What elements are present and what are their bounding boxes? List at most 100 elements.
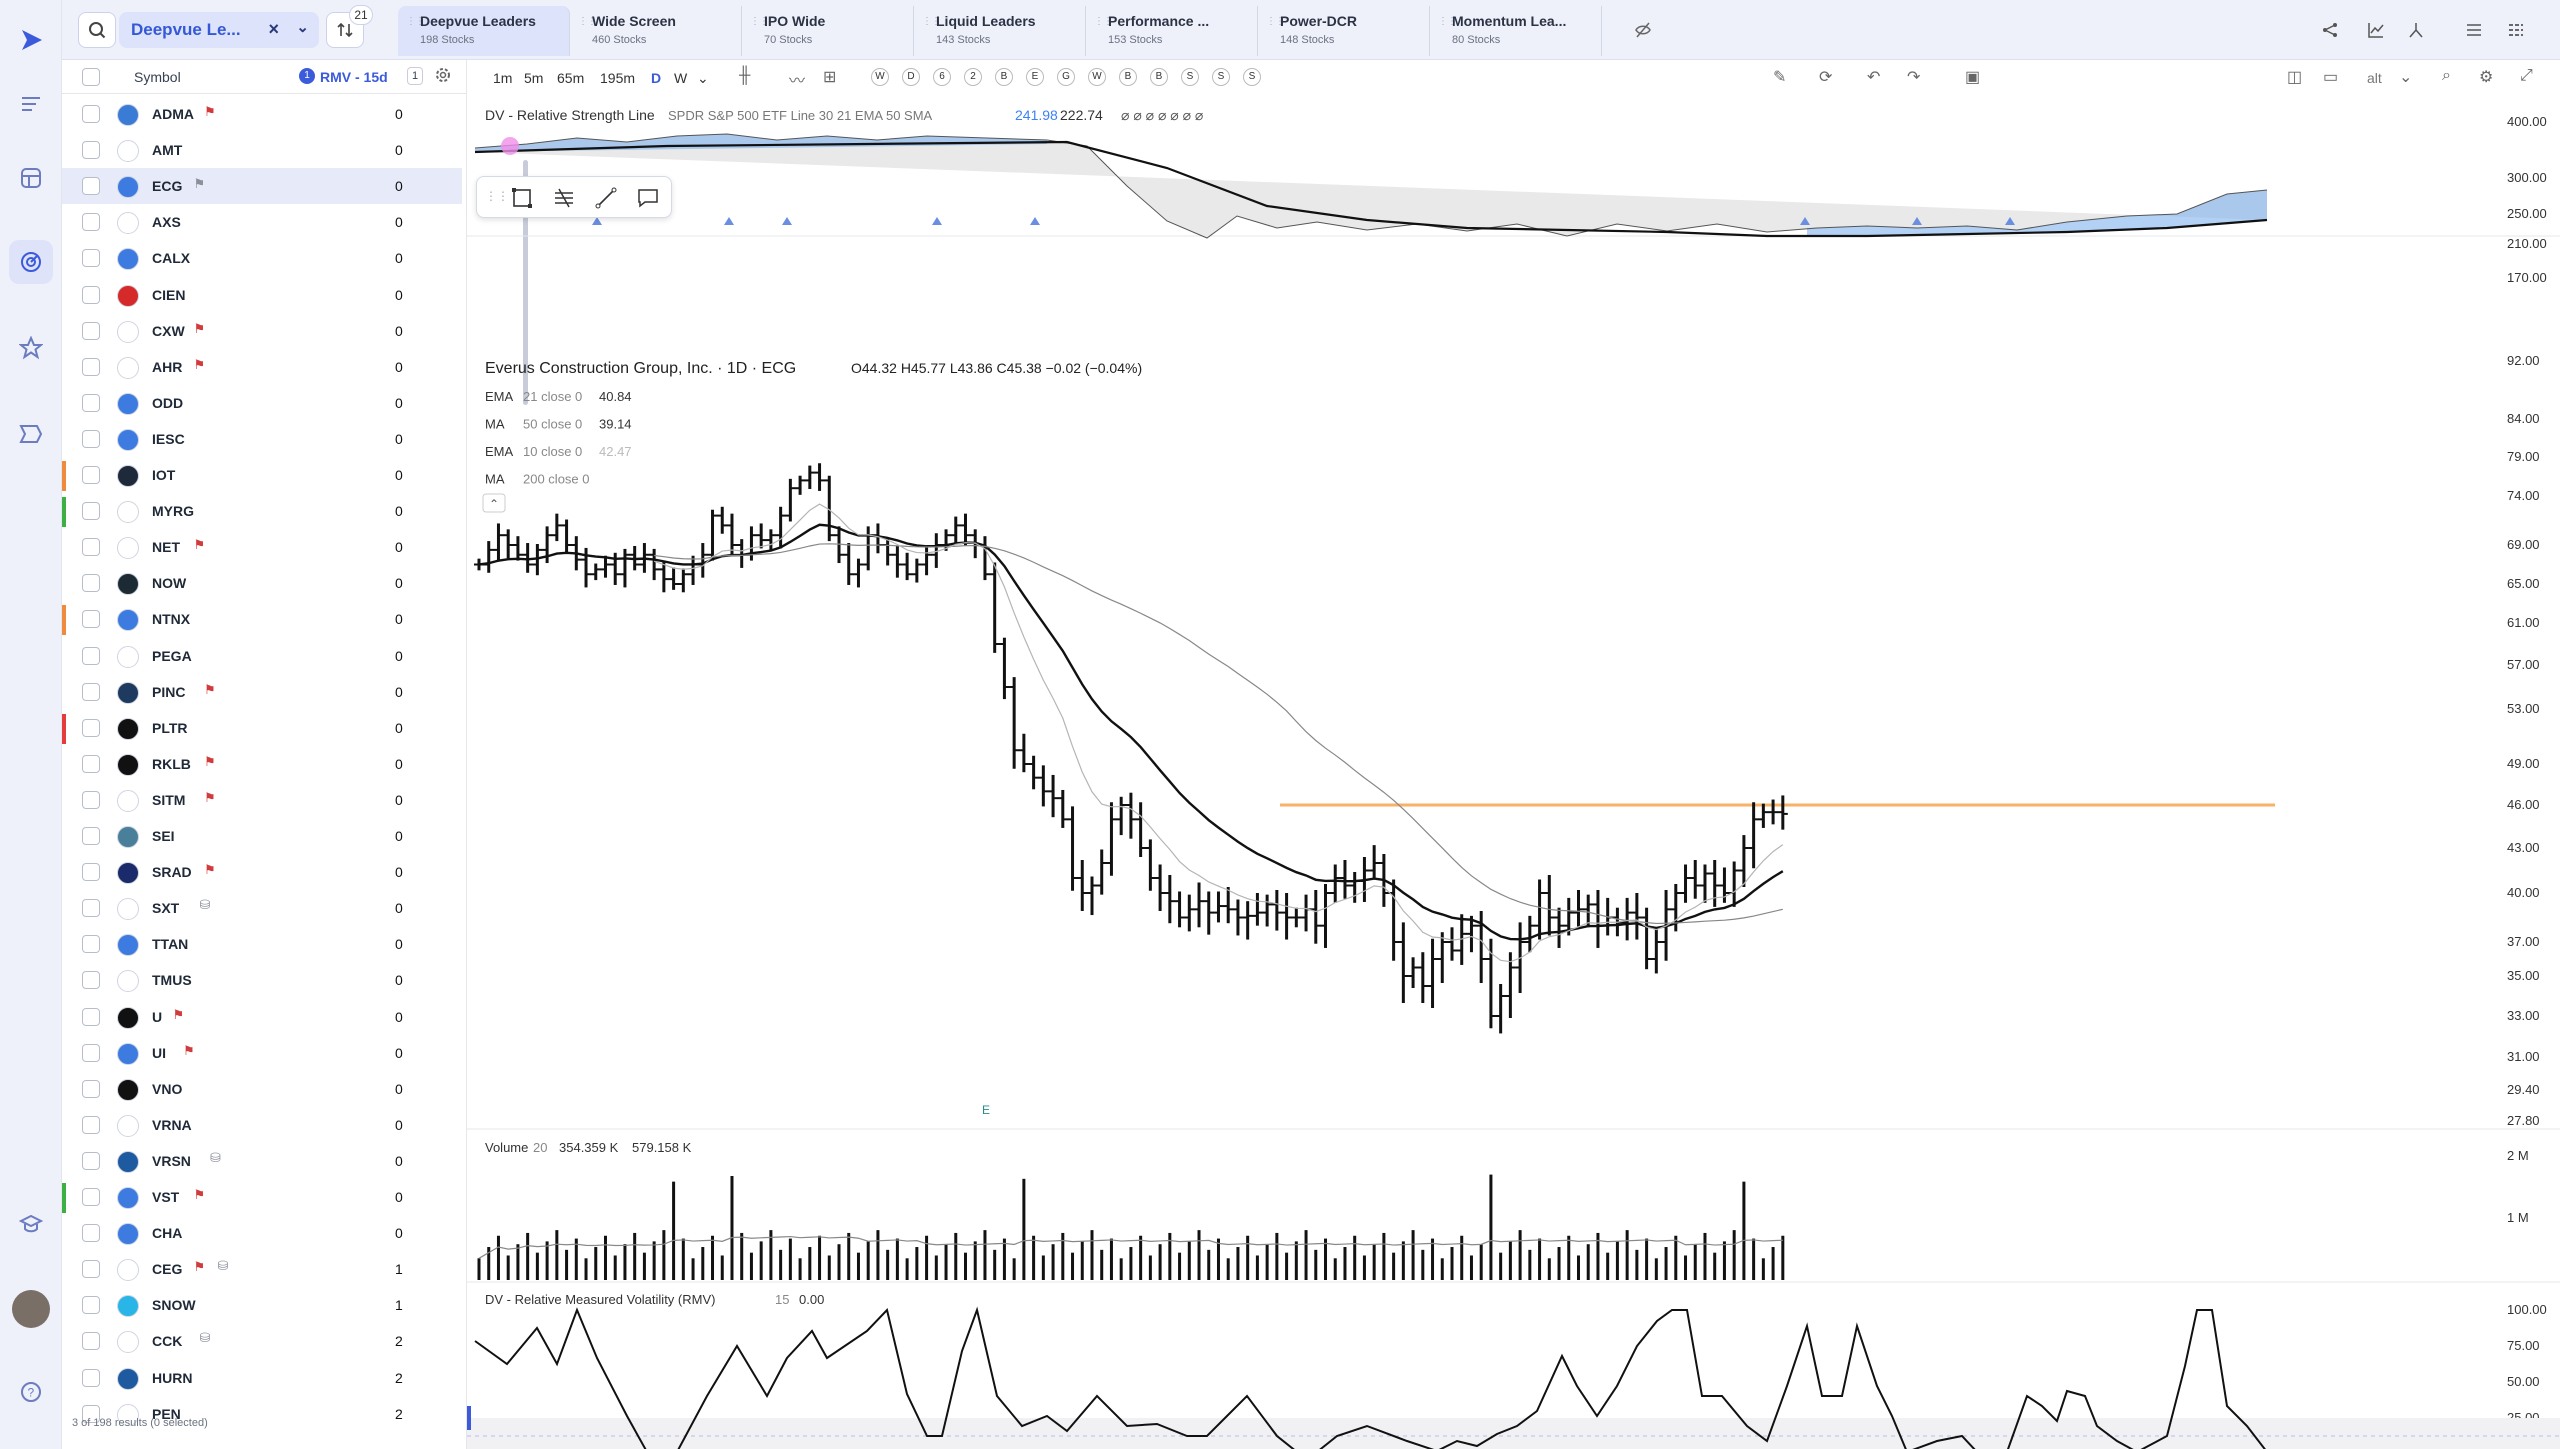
flag-icon[interactable]: ⚑ [204,789,216,805]
marker-button[interactable]: 2 [964,68,982,86]
watchlist-row[interactable]: IESC 0 [62,421,462,457]
watchlist-row[interactable]: RKLB ⚑ 0 [62,746,462,782]
watchlist-row[interactable]: VRSN ⛁ 0 [62,1143,462,1179]
tab-4[interactable]: ⋮⋮ Performance ... 153 Stocks [1086,6,1258,56]
row-checkbox[interactable] [82,1296,100,1315]
close-icon[interactable]: × [268,19,279,39]
watchlist-row[interactable]: VST ⚑ 0 [62,1179,462,1215]
row-checkbox[interactable] [82,899,100,918]
watchlist-row[interactable]: NOW 0 [62,565,462,601]
row-checkbox[interactable] [82,357,100,376]
flag-icon[interactable]: ⚑ [204,104,216,119]
comment-tool-icon[interactable] [637,187,659,214]
snapshot-icon[interactable]: ▣ [1965,69,1981,86]
marker-button[interactable]: G [1057,68,1075,86]
screen-icon[interactable] [9,412,53,456]
share-icon[interactable] [2316,16,2344,44]
row-checkbox[interactable] [82,213,100,232]
row-checkbox[interactable] [82,790,100,809]
timeframe-195m[interactable]: 195m [600,70,636,86]
flag-icon[interactable]: ⚑ [193,1187,206,1202]
row-checkbox[interactable] [82,1332,100,1351]
radar-icon[interactable] [9,240,53,284]
row-checkbox[interactable] [82,177,100,196]
row-checkbox[interactable] [82,1007,100,1026]
refresh-icon[interactable]: ⟳ [1819,69,1833,86]
row-checkbox[interactable] [82,1368,100,1387]
chevron-down-icon[interactable]: ⌄ [296,19,309,36]
marker-button[interactable]: B [995,68,1013,86]
watchlist-row[interactable]: VRNA 0 [62,1107,462,1143]
watchlist-row[interactable]: SXT ⛁ 0 [62,890,462,926]
panels-icon[interactable]: ◫ [2287,69,2303,86]
tab-6[interactable]: ⋮⋮ Momentum Lea... 80 Stocks [1430,6,1602,56]
marker-button[interactable]: W [871,68,889,86]
watchlist-scrollbar[interactable] [523,160,528,405]
tab-grip-icon[interactable]: ⋮⋮ [922,16,941,27]
row-checkbox[interactable] [82,1404,100,1423]
watchlist-row[interactable]: TMUS 0 [62,962,462,998]
row-checkbox[interactable] [82,574,100,593]
flag-icon[interactable]: ⚑ [193,537,206,553]
watchlist-row[interactable]: MYRG 0 [62,493,462,529]
watchlist-row[interactable]: CALX 0 [62,240,462,276]
graduation-cap-icon[interactable] [9,1202,53,1246]
flag-icon[interactable]: ⚑ [204,753,216,769]
flag-icon[interactable]: ⚑ [204,681,216,697]
watchlist-row[interactable]: CCK ⛁ 2 [62,1323,462,1359]
tab-grip-icon[interactable]: ⋮⋮ [1266,16,1285,27]
symbol-column-header[interactable]: Symbol [134,69,181,85]
tab-5[interactable]: ⋮⋮ Power-DCR 148 Stocks [1258,6,1430,56]
watchlist-row[interactable]: CIEN 0 [62,277,462,313]
earnings-marker[interactable]: E [982,1103,990,1117]
chart-line-icon[interactable] [2362,16,2390,44]
indicator-icon[interactable]: 〰 [789,73,806,90]
folder-icon[interactable]: ▭ [2323,69,2339,86]
watchlist-row[interactable]: ODD 0 [62,385,462,421]
tab-grip-icon[interactable]: ⋮⋮ [1094,16,1113,27]
hidden-eye-icon[interactable] [1629,16,1657,44]
row-checkbox[interactable] [82,105,100,123]
watchlist-row[interactable]: PINC ⚑ 0 [62,674,462,710]
rectangle-tool-icon[interactable] [511,187,533,214]
search-icon[interactable] [78,12,116,48]
flag-icon[interactable]: ⚑ [193,1259,206,1275]
watchlist-row[interactable]: AMT 0 [62,132,462,168]
watchlist-row[interactable]: SNOW 1 [62,1287,462,1323]
row-checkbox[interactable] [82,393,100,412]
row-checkbox[interactable] [82,285,100,304]
row-checkbox[interactable] [82,1188,100,1206]
star-icon[interactable] [9,326,53,370]
tab-3[interactable]: ⋮⋮ Liquid Leaders 143 Stocks [914,6,1086,56]
alt-label[interactable]: alt [2367,70,2382,86]
row-checkbox[interactable] [82,141,100,160]
row-checkbox[interactable] [82,429,100,448]
drag-handle-icon[interactable]: ⋮⋮ [485,189,509,203]
rmv-column-header[interactable]: RMV - 15d [320,69,388,85]
timeframe-5m[interactable]: 5m [524,70,544,86]
layout-icon[interactable] [2402,16,2430,44]
marker-button[interactable]: E [1026,68,1044,86]
row-checkbox[interactable] [82,502,100,521]
watchlist-select[interactable]: Deepvue Le... × ⌄ [119,12,319,48]
flag-icon[interactable]: ⚑ [204,862,216,878]
zoom-icon[interactable]: ⌕ [2442,67,2451,84]
row-checkbox[interactable] [82,1260,100,1279]
marker-button[interactable]: 6 [933,68,951,86]
watchlist-row[interactable]: IOT 0 [62,457,462,493]
tab-grip-icon[interactable]: ⋮⋮ [406,16,425,27]
undo-icon[interactable]: ↶ [1867,69,1881,86]
watchlist-row[interactable]: NTNX 0 [62,601,462,637]
watchlist-row[interactable]: U ⚑ 0 [62,999,462,1035]
watchlist-row[interactable]: VNO 0 [62,1071,462,1107]
tab-1[interactable]: ⋮⋮ Wide Screen 460 Stocks [570,6,742,56]
settings-gear-icon[interactable] [434,66,452,87]
marker-button[interactable]: D [902,68,920,86]
timeframe-D[interactable]: D [651,70,662,86]
marker-button[interactable]: S [1212,68,1230,86]
watchlist-row[interactable]: PLTR 0 [62,710,462,746]
flag-icon[interactable]: ⚑ [172,1006,185,1022]
fullscreen-icon[interactable]: ⤢ [2520,67,2533,84]
layout-grid-icon[interactable]: ⊞ [823,69,837,86]
draw-pen-icon[interactable]: ✎ [1773,69,1787,86]
